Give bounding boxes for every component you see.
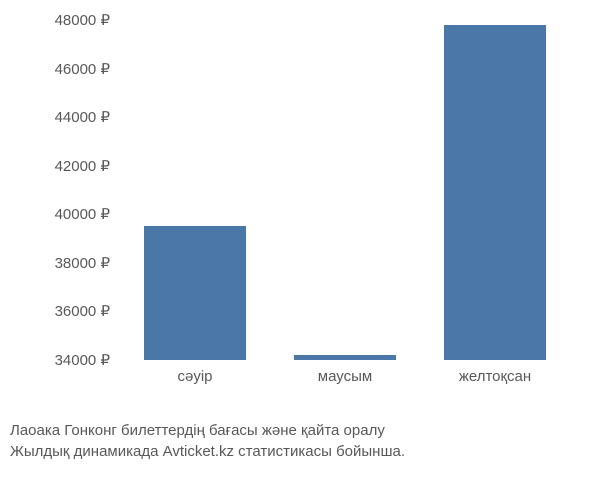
y-tick: 36000 ₽	[30, 302, 110, 320]
y-tick: 46000 ₽	[30, 60, 110, 78]
x-label: сәуір	[177, 368, 212, 385]
x-label: маусым	[318, 368, 372, 385]
x-label: желтоқсан	[459, 368, 531, 385]
caption-line-1: Лаоака Гонконг билеттердің бағасы және қ…	[10, 420, 590, 441]
bar	[294, 355, 396, 360]
y-tick: 34000 ₽	[30, 351, 110, 369]
y-tick: 44000 ₽	[30, 108, 110, 126]
price-chart: 34000 ₽ 36000 ₽ 38000 ₽ 40000 ₽ 42000 ₽ 44000…	[30, 20, 570, 400]
caption-line-2: Жылдық динамикада Avticket.kz статистика…	[10, 441, 590, 462]
y-tick: 40000 ₽	[30, 205, 110, 223]
x-axis: сәуір маусым желтоқсан	[120, 368, 570, 398]
y-tick: 38000 ₽	[30, 254, 110, 272]
plot-area	[120, 20, 570, 360]
bar	[444, 25, 546, 360]
y-axis: 34000 ₽36000 ₽38000 ₽40000 ₽42000 ₽44000…	[30, 20, 110, 360]
chart-caption: Лаоака Гонконг билеттердің бағасы және қ…	[10, 420, 590, 462]
y-tick: 42000 ₽	[30, 157, 110, 175]
bar	[144, 226, 246, 360]
y-tick: 48000 ₽	[30, 11, 110, 29]
